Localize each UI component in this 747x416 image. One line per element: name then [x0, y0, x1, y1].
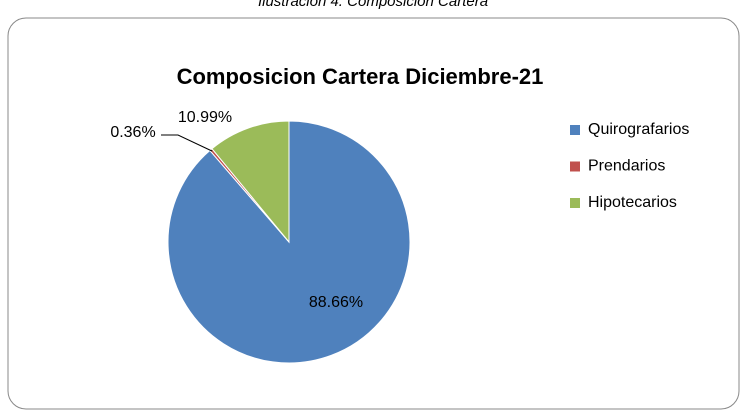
legend-label: Quirografarios: [588, 121, 689, 138]
caption: Ilustración 4. Composición Cartera: [258, 0, 488, 10]
data-label: 0.36%: [110, 124, 155, 141]
chart-title: Composicion Cartera Diciembre-21: [177, 64, 544, 89]
legend-swatch: [570, 125, 580, 135]
legend-label: Prendarios: [588, 158, 665, 175]
data-label: 10.99%: [178, 109, 232, 126]
legend-label: Hipotecarios: [588, 194, 677, 211]
legend-swatch: [570, 198, 580, 208]
leader-line: [161, 134, 213, 152]
legend-swatch: [570, 161, 580, 172]
data-label: 88.66%: [309, 294, 363, 311]
pie-slice: [211, 120, 290, 244]
